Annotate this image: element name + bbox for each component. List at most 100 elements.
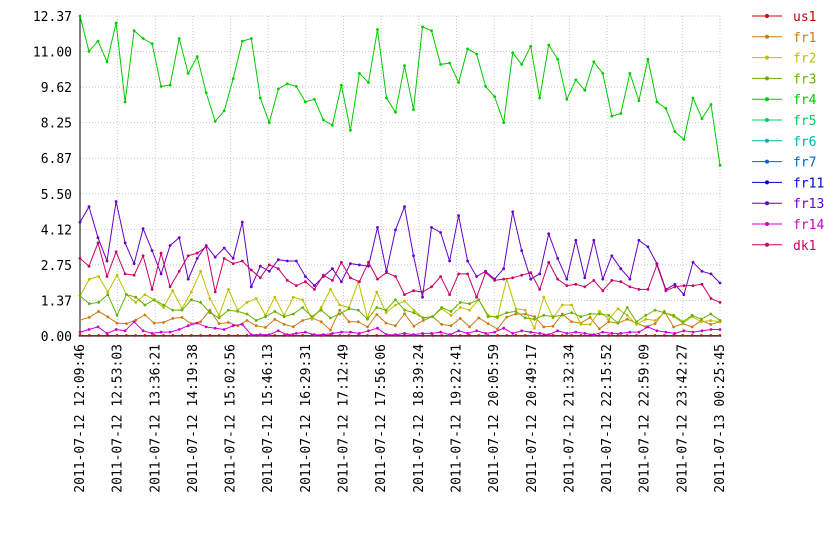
data-point-fr3	[310, 315, 314, 318]
data-point-fr1	[227, 321, 230, 324]
data-point-fr1	[264, 326, 267, 329]
data-point-us1	[700, 334, 703, 337]
data-point-dk1	[385, 271, 388, 274]
data-point-fr2	[514, 307, 518, 311]
data-point-fr14	[655, 329, 659, 333]
data-point-fr14	[448, 333, 451, 337]
data-point-fr4	[619, 112, 623, 115]
data-point-fr4	[267, 121, 271, 124]
data-point-fr1	[607, 320, 611, 324]
series-line-fr3	[79, 293, 721, 324]
data-point-fr13	[520, 249, 524, 253]
data-point-dk1	[520, 273, 524, 277]
data-point-fr14	[682, 329, 686, 333]
data-point-fr3	[570, 311, 573, 315]
data-point-fr3	[208, 311, 212, 315]
data-point-dk1	[700, 282, 704, 286]
data-point-fr14	[304, 330, 307, 334]
data-point-fr13	[87, 205, 91, 209]
data-point-fr14	[222, 328, 226, 331]
data-point-fr14	[502, 326, 506, 330]
legend-swatch-marker	[765, 14, 769, 18]
data-point-fr14	[538, 332, 542, 335]
data-point-fr4	[484, 85, 487, 88]
data-point-fr1	[653, 322, 657, 325]
data-point-fr3	[347, 307, 351, 311]
legend-swatch-marker	[765, 222, 769, 226]
data-point-fr3	[662, 311, 666, 315]
grid-lines	[79, 15, 721, 337]
data-point-fr4	[448, 61, 451, 65]
data-point-us1	[588, 334, 592, 337]
data-point-fr14	[258, 333, 262, 337]
data-point-fr13	[439, 231, 442, 234]
data-point-fr14	[313, 333, 316, 337]
data-point-us1	[162, 334, 165, 337]
data-point-fr14	[132, 320, 136, 324]
data-point-fr14	[322, 333, 325, 337]
data-point-dk1	[195, 251, 199, 255]
x-tick-label: 2011-07-12 13:36:21	[148, 344, 163, 493]
series-line-fr4	[79, 15, 721, 166]
data-point-fr14	[294, 332, 298, 335]
data-point-fr13	[592, 238, 596, 242]
data-point-us1	[440, 334, 444, 337]
data-point-fr4	[565, 97, 569, 101]
data-point-fr2	[189, 290, 193, 294]
data-point-fr14	[141, 329, 145, 333]
data-point-fr4	[123, 100, 127, 104]
data-point-fr3	[97, 301, 100, 304]
data-point-fr3	[78, 294, 82, 298]
data-point-dk1	[403, 293, 406, 296]
data-point-dk1	[114, 250, 118, 254]
data-point-us1	[217, 334, 221, 337]
data-point-fr4	[304, 100, 307, 104]
y-tick-label: 11.00	[33, 46, 72, 61]
data-point-fr13	[267, 269, 271, 273]
x-tick-label: 2011-07-13 00:25:45	[713, 344, 728, 493]
data-point-fr4	[105, 60, 109, 64]
data-point-fr1	[440, 323, 444, 326]
data-point-fr2	[560, 303, 564, 307]
legend-label: fr7	[793, 156, 816, 171]
data-point-fr2	[570, 303, 573, 307]
data-point-fr1	[282, 323, 286, 326]
data-point-dk1	[240, 259, 244, 263]
data-point-us1	[653, 334, 657, 337]
y-tick-label: 8.25	[41, 117, 72, 132]
data-point-fr1	[115, 321, 119, 325]
data-point-fr3	[505, 311, 509, 315]
data-point-fr1	[97, 310, 100, 313]
data-point-fr14	[430, 332, 433, 335]
data-point-fr4	[367, 81, 370, 84]
data-point-fr3	[709, 312, 713, 316]
data-point-fr2	[171, 289, 175, 293]
data-point-fr3	[635, 320, 638, 324]
data-point-fr13	[249, 285, 253, 289]
data-point-fr3	[598, 312, 601, 316]
data-point-fr1	[152, 321, 156, 325]
data-point-dk1	[610, 279, 614, 282]
data-point-fr3	[718, 319, 722, 322]
data-point-fr2	[403, 299, 406, 303]
data-point-fr3	[653, 308, 657, 312]
data-point-dk1	[132, 273, 136, 277]
data-point-fr4	[394, 110, 397, 114]
data-point-us1	[366, 334, 369, 337]
data-point-fr1	[245, 319, 249, 322]
legend-swatch-marker	[765, 97, 769, 102]
data-point-fr4	[78, 14, 82, 18]
data-point-dk1	[150, 288, 154, 291]
data-point-fr1	[171, 317, 175, 320]
data-point-us1	[505, 334, 509, 337]
y-tick-label: 2.75	[41, 259, 72, 274]
data-point-dk1	[682, 284, 686, 287]
data-point-fr1	[384, 321, 388, 325]
data-point-fr3	[180, 308, 184, 312]
data-point-fr4	[700, 117, 704, 121]
data-point-fr4	[547, 43, 551, 47]
data-point-fr3	[264, 315, 267, 318]
data-point-fr14	[700, 329, 704, 333]
data-point-fr13	[177, 236, 181, 240]
data-point-fr13	[78, 220, 82, 224]
